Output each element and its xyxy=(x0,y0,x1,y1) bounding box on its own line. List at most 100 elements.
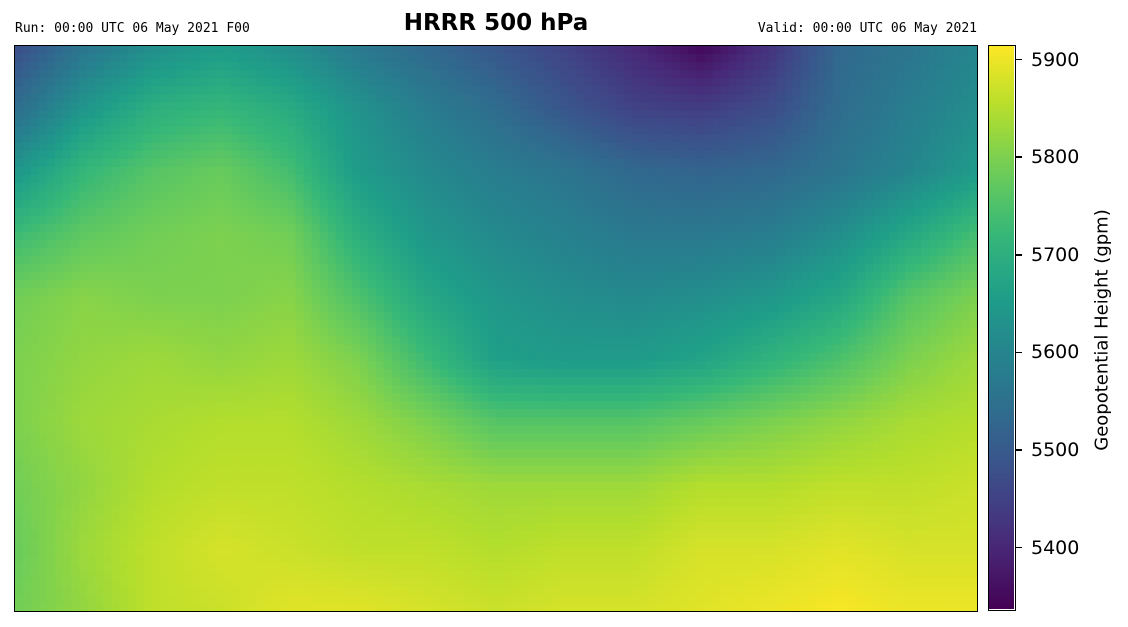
heatmap-cell xyxy=(872,199,882,209)
heatmap-cell xyxy=(271,62,281,71)
heatmap-cell xyxy=(968,344,977,354)
heatmap-cell xyxy=(375,320,385,330)
heatmap-cell xyxy=(840,304,850,313)
heatmap-cell xyxy=(536,62,545,71)
heatmap-cell xyxy=(576,159,585,168)
heatmap-cell xyxy=(263,70,273,79)
heatmap-cell xyxy=(47,62,56,71)
heatmap-cell xyxy=(960,360,970,370)
heatmap-cell xyxy=(71,207,80,217)
heatmap-cell xyxy=(760,247,770,257)
heatmap-cell xyxy=(760,360,770,370)
heatmap-cell xyxy=(183,175,192,184)
heatmap-cell xyxy=(127,320,136,330)
heatmap-cell xyxy=(191,215,200,225)
heatmap-cell xyxy=(127,134,136,144)
heatmap-cell xyxy=(776,328,786,338)
heatmap-cell xyxy=(271,199,281,209)
heatmap-cell xyxy=(864,142,874,152)
heatmap-cell xyxy=(784,320,794,330)
heatmap-cell xyxy=(231,344,241,354)
heatmap-cell xyxy=(920,191,930,200)
heatmap-cell xyxy=(512,199,521,209)
heatmap-cell xyxy=(375,159,385,168)
heatmap-cell xyxy=(504,167,513,176)
heatmap-cell xyxy=(608,175,617,184)
heatmap-cell xyxy=(295,255,305,265)
heatmap-cell xyxy=(744,62,754,71)
heatmap-cell xyxy=(15,368,24,378)
heatmap-cell xyxy=(648,118,657,128)
heatmap-cell xyxy=(784,175,794,184)
heatmap-cell xyxy=(936,223,946,233)
heatmap-cell xyxy=(640,46,649,55)
heatmap-cell xyxy=(576,255,585,265)
heatmap-cell xyxy=(624,102,633,112)
heatmap-cell xyxy=(840,320,850,330)
heatmap-cell xyxy=(768,280,778,289)
heatmap-cell xyxy=(512,344,521,354)
heatmap-cell xyxy=(616,231,625,241)
heatmap-cell xyxy=(624,78,633,87)
heatmap-cell xyxy=(447,94,457,104)
heatmap-cell xyxy=(760,150,770,160)
heatmap-cell xyxy=(15,328,24,338)
heatmap-cell xyxy=(167,304,176,313)
heatmap-cell xyxy=(872,54,882,63)
heatmap-cell xyxy=(263,280,273,289)
heatmap-cell xyxy=(71,288,80,297)
heatmap-cell xyxy=(319,312,329,322)
heatmap-cell xyxy=(359,118,369,128)
heatmap-cell xyxy=(279,175,289,184)
heatmap-cell xyxy=(383,376,393,386)
heatmap-cell xyxy=(576,336,585,346)
heatmap-cell xyxy=(744,247,754,257)
heatmap-cell xyxy=(616,142,625,152)
heatmap-cell xyxy=(528,336,537,346)
heatmap-cell xyxy=(936,110,946,120)
heatmap-cell xyxy=(512,62,521,71)
heatmap-cell xyxy=(207,328,217,338)
heatmap-cell xyxy=(536,239,545,249)
heatmap-cell xyxy=(544,368,553,378)
heatmap-cell xyxy=(880,320,890,330)
heatmap-cell xyxy=(135,183,144,192)
heatmap-cell xyxy=(407,78,417,87)
heatmap-cell xyxy=(552,167,561,176)
heatmap-cell xyxy=(512,183,521,192)
heatmap-cell xyxy=(632,142,641,152)
heatmap-cell xyxy=(656,150,665,160)
heatmap-cell xyxy=(736,118,746,128)
heatmap-cell xyxy=(63,368,72,378)
heatmap-cell xyxy=(311,360,321,370)
heatmap-cell xyxy=(199,54,208,63)
heatmap-cell xyxy=(648,62,657,71)
heatmap-cell xyxy=(552,223,561,233)
heatmap-cell xyxy=(343,352,353,362)
heatmap-cell xyxy=(295,102,305,112)
heatmap-cell xyxy=(47,191,56,200)
heatmap-cell xyxy=(672,118,681,128)
heatmap-cell xyxy=(151,223,160,233)
heatmap-cell xyxy=(832,70,842,79)
heatmap-cell xyxy=(952,183,962,192)
heatmap-cell xyxy=(792,62,802,71)
heatmap-cell xyxy=(688,272,698,281)
heatmap-cell xyxy=(496,150,505,160)
heatmap-cell xyxy=(23,118,32,128)
heatmap-cell xyxy=(600,344,609,354)
heatmap-cell xyxy=(680,86,689,96)
heatmap-cell xyxy=(479,328,489,338)
heatmap-cell xyxy=(840,328,850,338)
heatmap-cell xyxy=(792,118,802,128)
heatmap-cell xyxy=(944,239,954,249)
heatmap-cell xyxy=(191,134,200,144)
heatmap-cell xyxy=(808,70,818,79)
heatmap-cell xyxy=(904,167,914,176)
heatmap-cell xyxy=(576,94,585,104)
heatmap-cell xyxy=(63,320,72,330)
heatmap-cell xyxy=(31,78,40,87)
heatmap-cell xyxy=(592,134,601,144)
heatmap-cell xyxy=(544,223,553,233)
heatmap-cell xyxy=(463,62,473,71)
